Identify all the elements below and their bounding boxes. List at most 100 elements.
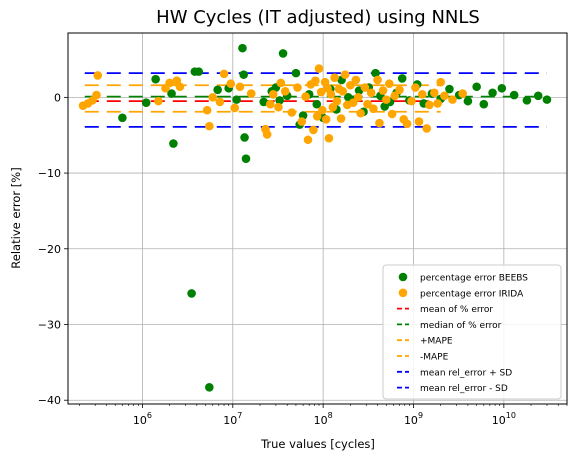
data-point bbox=[402, 119, 412, 129]
data-point bbox=[407, 96, 416, 106]
data-point bbox=[226, 79, 236, 89]
data-point bbox=[321, 115, 331, 124]
data-point bbox=[385, 79, 394, 89]
legend-label: percentage error BEEBS bbox=[420, 274, 528, 284]
data-point bbox=[232, 95, 241, 104]
data-point bbox=[381, 95, 391, 104]
legend: percentage error BEEBS percentage error I… bbox=[382, 264, 562, 400]
y-tick-label: 0 bbox=[54, 91, 61, 104]
data-point bbox=[151, 74, 160, 84]
data-point bbox=[241, 154, 251, 163]
data-point bbox=[414, 117, 424, 126]
data-point bbox=[351, 75, 361, 85]
data-point bbox=[240, 133, 249, 142]
data-point bbox=[463, 96, 473, 106]
data-point bbox=[169, 139, 178, 148]
data-point bbox=[93, 71, 103, 80]
data-point bbox=[522, 96, 532, 105]
data-point bbox=[324, 133, 334, 143]
data-point bbox=[369, 104, 378, 114]
data-point bbox=[390, 91, 400, 101]
data-point bbox=[312, 99, 322, 109]
x-tick-label-base: 10 bbox=[223, 414, 237, 427]
data-point bbox=[497, 83, 507, 93]
data-point bbox=[187, 289, 196, 298]
x-axis-label: True values [cycles] bbox=[260, 437, 375, 451]
data-point bbox=[472, 82, 481, 92]
x-tick-label-exponent: 10 bbox=[506, 411, 516, 420]
legend-label: -MAPE bbox=[420, 353, 449, 363]
x-tick-label-exponent: 6 bbox=[147, 411, 152, 420]
legend-marker bbox=[398, 288, 408, 298]
data-point bbox=[356, 108, 365, 118]
data-point bbox=[274, 102, 283, 112]
data-point bbox=[346, 80, 355, 90]
x-tick-label: 106 bbox=[133, 411, 152, 427]
data-point bbox=[425, 100, 434, 110]
data-point bbox=[366, 88, 376, 98]
x-tick-label-base: 10 bbox=[314, 414, 328, 427]
data-point bbox=[262, 130, 272, 139]
data-point bbox=[311, 76, 320, 85]
plot-frame bbox=[67, 32, 568, 405]
x-tick-label: 108 bbox=[314, 411, 333, 427]
data-point bbox=[316, 87, 326, 97]
data-point bbox=[167, 89, 176, 98]
data-point bbox=[205, 121, 214, 131]
x-tick-label: 109 bbox=[404, 411, 423, 427]
data-point bbox=[330, 73, 339, 82]
data-point bbox=[219, 69, 229, 79]
data-point bbox=[265, 99, 275, 109]
y-axis-ticks: 0 −10 −20 −30 −40 bbox=[38, 91, 68, 407]
data-point bbox=[397, 74, 407, 83]
data-point bbox=[387, 109, 397, 119]
data-point bbox=[375, 118, 384, 128]
data-point bbox=[287, 108, 297, 117]
data-point bbox=[422, 124, 431, 133]
data-point bbox=[436, 77, 445, 87]
data-point bbox=[336, 114, 346, 123]
data-point bbox=[411, 83, 420, 92]
data-point bbox=[235, 82, 245, 92]
data-point bbox=[291, 68, 301, 78]
x-tick-label-exponent: 9 bbox=[418, 411, 423, 420]
scatter-points-layer bbox=[78, 43, 552, 392]
y-tick-label: −30 bbox=[38, 319, 61, 332]
data-point bbox=[246, 89, 256, 98]
data-point bbox=[293, 83, 302, 92]
y-tick-label: −20 bbox=[38, 243, 61, 256]
data-point bbox=[280, 87, 290, 96]
data-point bbox=[154, 96, 163, 106]
x-tick-label-base: 10 bbox=[133, 414, 147, 427]
data-point bbox=[165, 78, 174, 88]
data-point bbox=[312, 111, 322, 121]
x-tick-label-base: 10 bbox=[404, 414, 418, 427]
legend-label: mean rel_error - SD bbox=[420, 384, 508, 394]
x-tick-label-base: 10 bbox=[492, 414, 506, 427]
data-point bbox=[239, 70, 248, 79]
y-tick-label: −40 bbox=[38, 394, 61, 407]
x-tick-label: 107 bbox=[223, 411, 242, 427]
x-axis-ticks: 106 107 108 109 1010 bbox=[78, 404, 568, 427]
data-point bbox=[332, 96, 342, 106]
data-point bbox=[92, 90, 101, 100]
data-point bbox=[309, 125, 318, 135]
legend-box bbox=[382, 264, 562, 400]
data-point bbox=[378, 86, 388, 95]
legend-marker bbox=[398, 272, 408, 282]
data-point bbox=[202, 105, 212, 115]
data-point bbox=[430, 88, 439, 98]
data-point bbox=[215, 97, 225, 107]
data-point bbox=[338, 87, 348, 96]
data-point bbox=[141, 98, 151, 107]
data-point bbox=[363, 99, 372, 109]
data-point bbox=[208, 93, 218, 102]
data-point bbox=[230, 103, 240, 113]
chart-title: HW Cycles (IT adjusted) using NNLS bbox=[156, 7, 480, 28]
data-point bbox=[445, 84, 454, 94]
data-point bbox=[328, 102, 338, 112]
data-point bbox=[194, 67, 204, 76]
data-point bbox=[278, 49, 288, 58]
legend-label: percentage error IRIDA bbox=[420, 289, 524, 299]
